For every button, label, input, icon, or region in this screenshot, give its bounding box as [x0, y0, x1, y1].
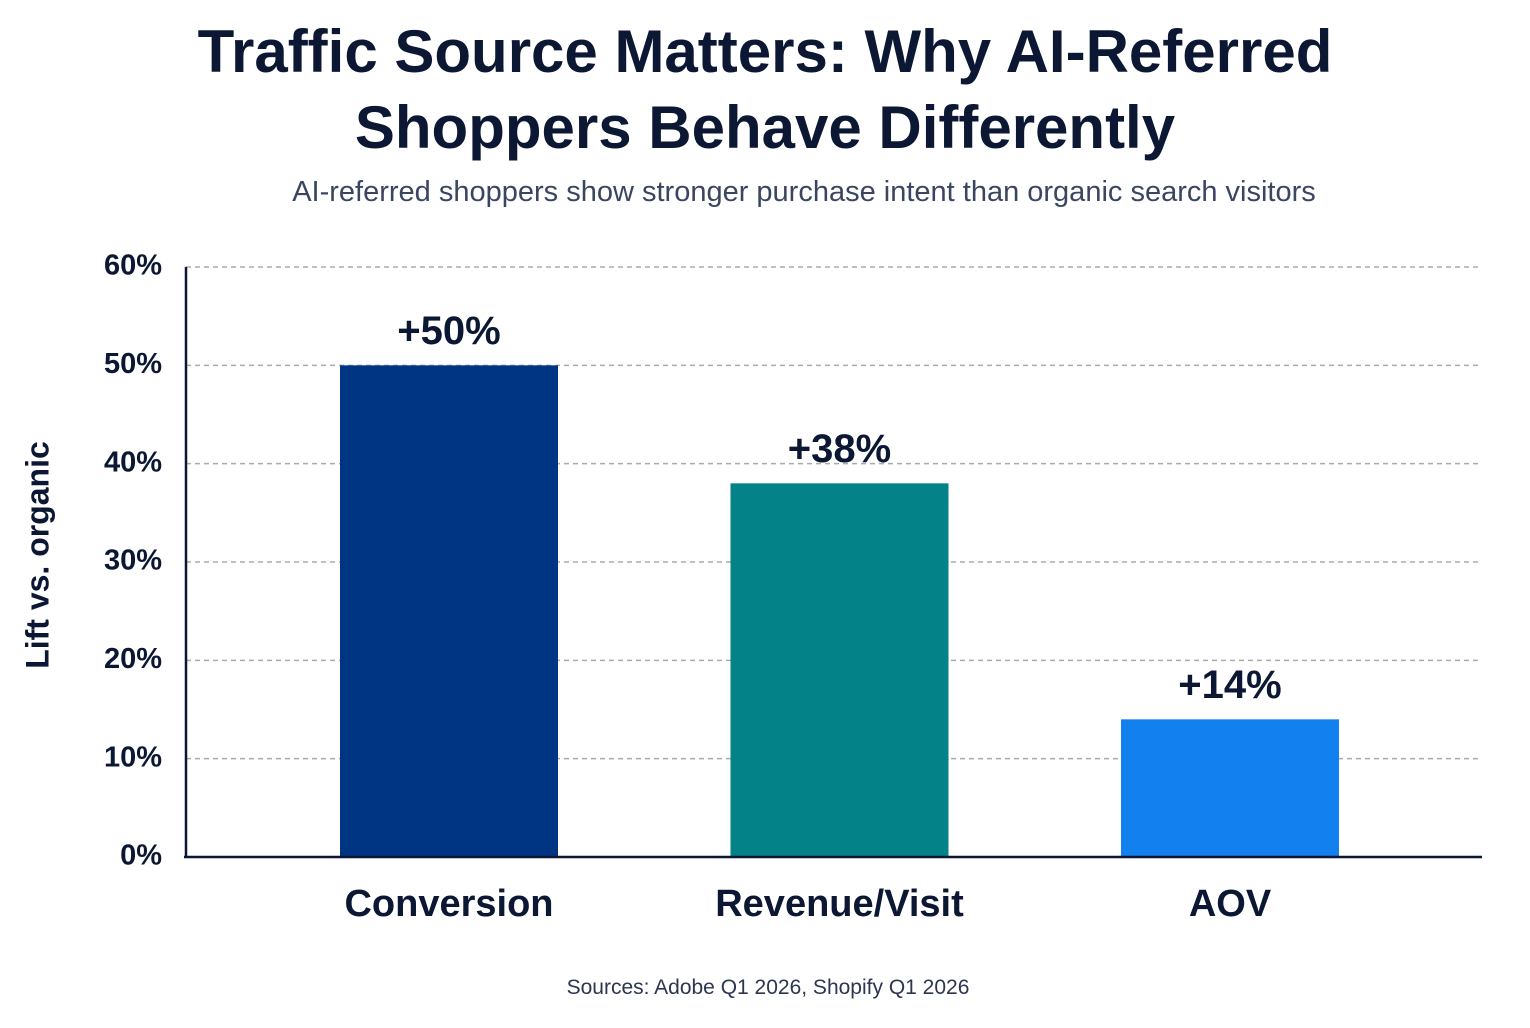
bar: [730, 483, 949, 857]
y-tick-label: 40%: [104, 446, 162, 478]
y-tick-label: 60%: [104, 250, 162, 282]
x-tick-label: Conversion: [344, 883, 553, 925]
value-label: +14%: [1178, 663, 1281, 707]
chart-subtitle: AI-referred shoppers show stronger purch…: [292, 176, 1316, 208]
source-note: Sources: Adobe Q1 2026, Shopify Q1 2026: [566, 976, 970, 999]
y-axis-label: Lift vs. organic: [19, 441, 55, 669]
y-tick-label: 10%: [104, 741, 162, 773]
y-tick-label: 20%: [104, 643, 162, 675]
chart-title: Traffic Source Matters: Why AI-Referred …: [197, 18, 1333, 161]
y-tick-label: 30%: [104, 545, 162, 577]
bar: [1121, 719, 1339, 857]
x-tick-label: Revenue/Visit: [715, 883, 964, 925]
value-label: +38%: [788, 427, 891, 471]
y-tick-label: 0%: [120, 840, 162, 872]
y-tick-label: 50%: [104, 348, 162, 380]
value-label: +50%: [397, 309, 500, 353]
x-tick-label: AOV: [1189, 883, 1272, 925]
chart: Lift vs. organic 0% 10% 20% 30% 40% 50% 60% +50…: [19, 250, 1482, 925]
bar: [340, 365, 558, 857]
